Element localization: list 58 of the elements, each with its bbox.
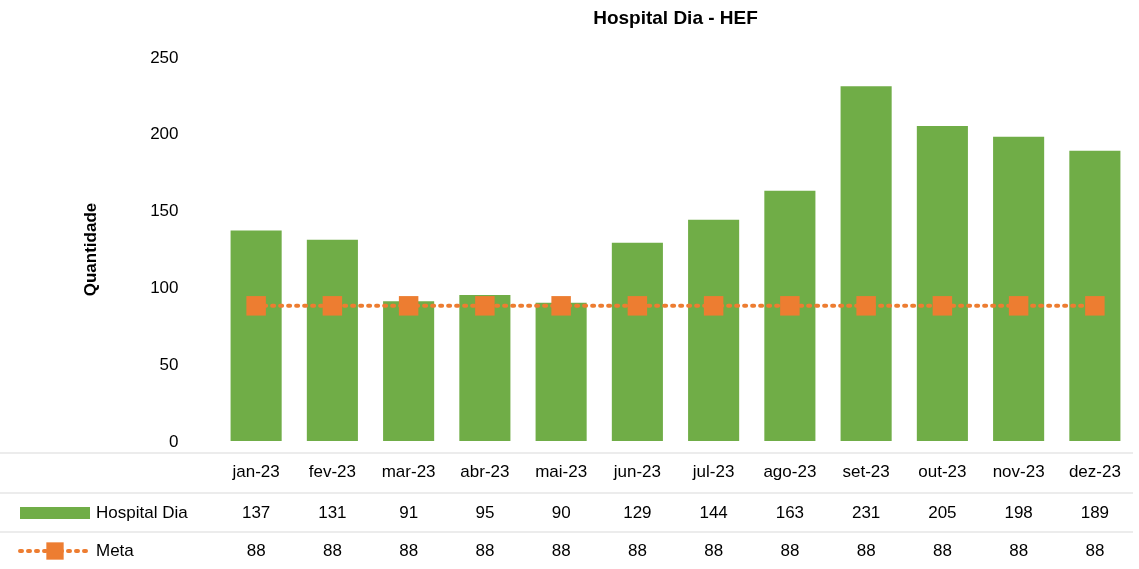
data-label: 88 bbox=[856, 541, 876, 560]
bar bbox=[840, 86, 892, 441]
bar bbox=[993, 136, 1045, 441]
x-tick-label: fev-23 bbox=[308, 461, 356, 481]
data-label: 91 bbox=[399, 503, 419, 522]
y-tick-label: 150 bbox=[150, 201, 179, 221]
data-label: 95 bbox=[475, 503, 495, 522]
legend-label: Meta bbox=[96, 541, 135, 560]
bar bbox=[306, 239, 358, 441]
data-label: 90 bbox=[551, 503, 571, 522]
data-label: 189 bbox=[1080, 503, 1110, 522]
data-label: 88 bbox=[399, 541, 419, 560]
x-tick-label: dez-23 bbox=[1068, 461, 1121, 481]
bar bbox=[1069, 150, 1121, 441]
x-tick-label: jun-23 bbox=[612, 461, 662, 481]
chart-title: Hospital Dia - HEF bbox=[593, 7, 758, 28]
data-label: 205 bbox=[928, 503, 957, 522]
data-label: 88 bbox=[1085, 541, 1105, 560]
y-tick-label: 200 bbox=[150, 124, 179, 144]
y-tick-label: 100 bbox=[150, 277, 179, 297]
data-label: 88 bbox=[1009, 541, 1029, 560]
bar bbox=[688, 219, 740, 441]
data-label: 88 bbox=[627, 541, 647, 560]
x-tick-label: set-23 bbox=[842, 461, 890, 481]
bar bbox=[383, 301, 435, 441]
data-label: 144 bbox=[699, 503, 728, 522]
data-label: 88 bbox=[551, 541, 571, 560]
data-label: 163 bbox=[775, 503, 805, 522]
bar bbox=[230, 230, 282, 441]
bar bbox=[459, 295, 511, 441]
x-tick-label: mai-23 bbox=[535, 461, 588, 481]
data-label: 129 bbox=[623, 503, 652, 522]
data-label: 137 bbox=[241, 503, 271, 522]
legend-label: Hospital Dia bbox=[96, 503, 189, 522]
bar bbox=[535, 302, 587, 441]
x-tick-label: mar-23 bbox=[381, 461, 436, 481]
y-tick-label: 250 bbox=[150, 47, 179, 67]
x-tick-label: ago-23 bbox=[763, 461, 817, 481]
x-tick-label: jan-23 bbox=[231, 461, 280, 481]
y-tick-label: 0 bbox=[169, 431, 179, 451]
bar bbox=[764, 190, 816, 441]
data-label: 88 bbox=[246, 541, 266, 560]
data-label: 88 bbox=[475, 541, 495, 560]
y-axis-title: Quantidade bbox=[81, 202, 101, 297]
data-label: 131 bbox=[318, 503, 347, 522]
data-label: 88 bbox=[932, 541, 952, 560]
data-label: 231 bbox=[851, 503, 881, 522]
data-label: 88 bbox=[780, 541, 800, 560]
x-tick-label: out-23 bbox=[918, 461, 967, 481]
x-tick-label: abr-23 bbox=[460, 461, 510, 481]
bar bbox=[611, 242, 663, 441]
data-label: 88 bbox=[322, 541, 342, 560]
data-label: 88 bbox=[704, 541, 724, 560]
x-tick-label: jul-23 bbox=[691, 461, 735, 481]
x-tick-label: nov-23 bbox=[992, 461, 1045, 481]
data-label: 198 bbox=[1004, 503, 1033, 522]
bar bbox=[916, 126, 968, 441]
y-tick-label: 50 bbox=[159, 354, 179, 374]
